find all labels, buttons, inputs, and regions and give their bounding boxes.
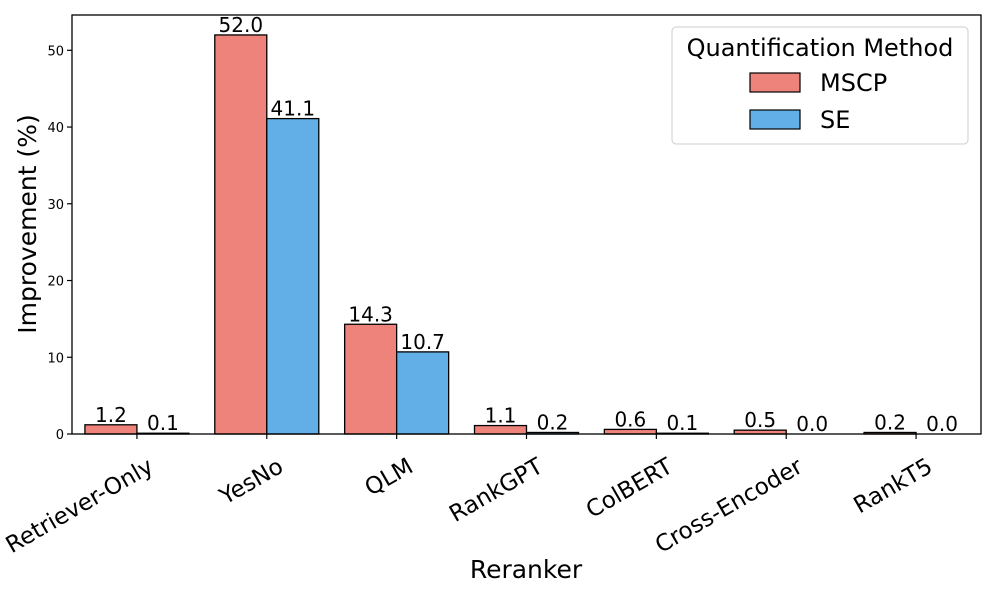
y-axis-label: Improvement (%) bbox=[13, 114, 42, 333]
x-axis-label: Reranker bbox=[470, 555, 583, 584]
data-label-mscp-rankt5: 0.2 bbox=[874, 410, 906, 434]
y-tick-label-40: 40 bbox=[47, 121, 64, 136]
legend: Quantification Method MSCP SE bbox=[671, 26, 969, 145]
y-tick-label-20: 20 bbox=[47, 275, 64, 290]
bar-mscp-yesno bbox=[214, 34, 268, 435]
data-label-se-colbert: 0.1 bbox=[666, 411, 698, 435]
data-label-se-rankt5: 0.0 bbox=[926, 412, 958, 436]
plot-frame bbox=[71, 14, 982, 435]
data-label-se-rankgpt: 0.2 bbox=[537, 410, 569, 434]
data-label-se-yesno: 41.1 bbox=[271, 97, 316, 121]
legend-title: Quantification Method bbox=[687, 34, 954, 62]
data-label-se-retriever-only: 0.1 bbox=[147, 411, 179, 435]
x-tick-label-cross-encoder: Cross-Encoder bbox=[651, 453, 808, 558]
y-tick-label-10: 10 bbox=[47, 351, 64, 366]
data-label-se-qlm: 10.7 bbox=[400, 330, 445, 354]
x-tick-label-retriever-only: Retriever-Only bbox=[2, 454, 158, 559]
x-tick-label-yesno: YesNo bbox=[215, 454, 288, 511]
x-tick-label-rankgpt: RankGPT bbox=[445, 453, 548, 528]
data-labels-layer: 1.2 0.1 52.0 41.1 14.3 10.7 1.1 0.2 0.6 0.1 0.5 0.0… bbox=[95, 13, 958, 436]
data-label-mscp-yesno: 52.0 bbox=[219, 13, 264, 37]
bars-layer bbox=[84, 34, 917, 435]
data-label-se-cross-encoder: 0.0 bbox=[796, 412, 828, 436]
data-label-mscp-cross-encoder: 0.5 bbox=[744, 408, 776, 432]
data-label-mscp-retriever-only: 1.2 bbox=[95, 403, 127, 427]
x-tick-label-qlm: QLM bbox=[361, 454, 418, 502]
data-label-mscp-qlm: 14.3 bbox=[348, 302, 393, 326]
bar-se-yesno bbox=[266, 117, 320, 435]
bar-se-qlm bbox=[395, 351, 450, 435]
y-tick-label-0: 0 bbox=[56, 428, 64, 443]
legend-swatch-se bbox=[749, 109, 801, 130]
data-label-mscp-colbert: 0.6 bbox=[614, 407, 646, 431]
legend-label-se: SE bbox=[820, 106, 850, 134]
x-tick-label-rankt5: RankT5 bbox=[849, 454, 937, 520]
legend-frame bbox=[671, 26, 969, 145]
bar-mscp-qlm bbox=[343, 323, 398, 435]
data-label-mscp-rankgpt: 1.1 bbox=[485, 404, 517, 428]
legend-swatch-mscp bbox=[749, 72, 801, 93]
y-tick-label-50: 50 bbox=[47, 44, 64, 59]
legend-label-mscp: MSCP bbox=[820, 69, 887, 97]
y-tick-label-30: 30 bbox=[47, 198, 64, 213]
x-tick-label-colbert: ColBERT bbox=[582, 453, 678, 524]
